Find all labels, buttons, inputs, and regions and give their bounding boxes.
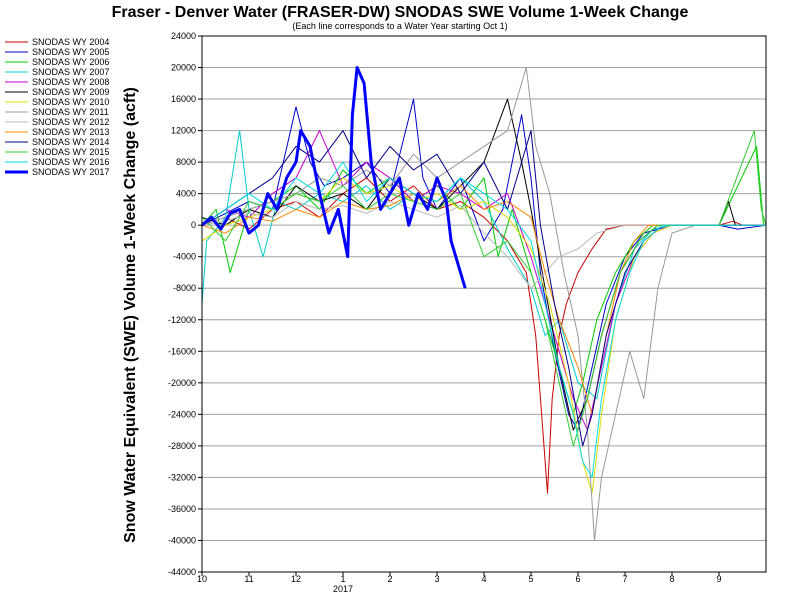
legend-entry: SNODAS WY 2005	[32, 47, 109, 57]
y-tick-label: 4000	[176, 189, 196, 199]
chart-subtitle: (Each line corresponds to a Water Year s…	[292, 21, 507, 31]
legend-entry: SNODAS WY 2004	[32, 37, 109, 47]
legend-entry: SNODAS WY 2014	[32, 137, 109, 147]
series-line-snodas-wy-2017	[201, 66, 467, 289]
series-line-snodas-wy-2012	[201, 201, 766, 289]
year-label: 2017	[333, 584, 353, 594]
x-tick-label: 2	[387, 574, 392, 584]
chart-title: Fraser - Denver Water (FRASER-DW) SNODAS…	[112, 4, 689, 21]
x-tick-label: 7	[622, 574, 627, 584]
y-tick-label: -8000	[173, 283, 196, 293]
y-tick-label: 12000	[171, 126, 196, 136]
legend-entry: SNODAS WY 2012	[32, 117, 109, 127]
x-tick-label: 8	[669, 574, 674, 584]
legend-entry: SNODAS WY 2010	[32, 97, 109, 107]
x-tick-label: 9	[716, 574, 721, 584]
series-line-snodas-wy-2013	[201, 185, 766, 415]
y-tick-label: -12000	[168, 315, 196, 325]
x-tick-label: 11	[244, 574, 253, 584]
x-tick-label: 10	[197, 574, 207, 584]
series-line-snodas-wy-2005	[201, 98, 767, 431]
legend-entry: SNODAS WY 2009	[32, 87, 109, 97]
series-group	[201, 66, 767, 541]
y-tick-label: 24000	[171, 31, 196, 41]
x-tick-label: 6	[575, 574, 580, 584]
y-tick-label: -4000	[173, 252, 196, 262]
y-tick-label: -16000	[168, 346, 196, 356]
x-axis: 10 11 12 1 2 3 4 5 6 7 8 9	[197, 572, 722, 584]
y-tick-label: 16000	[171, 94, 196, 104]
y-tick-label: 0	[191, 220, 196, 230]
x-tick-label: 1	[340, 574, 345, 584]
series-line-snodas-wy-2007	[201, 130, 766, 400]
y-tick-label: -36000	[168, 504, 196, 514]
legend-entry: SNODAS WY 2006	[32, 57, 109, 67]
x-tick-label: 4	[481, 574, 486, 584]
y-tick-label: -44000	[168, 567, 196, 577]
legend-entry: SNODAS WY 2011	[32, 107, 109, 117]
x-tick-label: 3	[434, 574, 439, 584]
legend-entry: SNODAS WY 2017	[32, 167, 109, 177]
series-line-snodas-wy-2016	[201, 161, 766, 478]
series-line-snodas-wy-2011	[201, 67, 766, 541]
series-line-snodas-wy-2006	[201, 145, 766, 415]
legend-entry: SNODAS WY 2016	[32, 157, 109, 167]
y-tick-label: -40000	[168, 535, 196, 545]
y-tick-label: -28000	[168, 441, 196, 451]
legend-entry: SNODAS WY 2007	[32, 67, 109, 77]
grid	[202, 35, 766, 573]
legend-entry: SNODAS WY 2013	[32, 127, 109, 137]
y-axis: 24000 20000 16000 12000 8000 4000 0 -4000 -8000 -…	[168, 31, 202, 577]
plot-frame	[201, 35, 767, 573]
y-tick-label: -32000	[168, 472, 196, 482]
y-tick-label: -24000	[168, 409, 196, 419]
x-tick-label: 12	[291, 574, 301, 584]
y-axis-label: Snow Water Equivalent (SWE) Volume 1-Wee…	[122, 87, 139, 543]
x-tick-label: 5	[528, 574, 533, 584]
y-tick-label: 8000	[176, 157, 196, 167]
y-tick-label: -20000	[168, 378, 196, 388]
legend-entry: SNODAS WY 2008	[32, 77, 109, 87]
y-tick-label: 20000	[171, 63, 196, 73]
legend-entry: SNODAS WY 2015	[32, 147, 109, 157]
